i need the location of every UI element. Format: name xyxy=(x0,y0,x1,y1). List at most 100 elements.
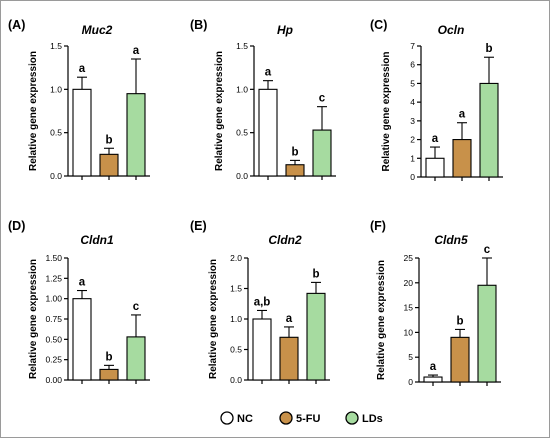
y-tick-label: 0.50 xyxy=(45,334,62,344)
significance-letter: a xyxy=(432,133,439,145)
y-tick-label: 1.50 xyxy=(45,253,62,263)
bar-nc xyxy=(258,88,278,177)
y-tick-label: 0.5 xyxy=(230,345,242,355)
significance-letter: b xyxy=(312,268,319,280)
significance-letter: a xyxy=(430,361,437,373)
legend-label: 5-FU xyxy=(296,413,321,425)
bar-lds xyxy=(306,292,326,381)
chart-panel-2: (B) Hp Relative gene expression 0.0 0.5 1.0 1.… xyxy=(190,18,336,181)
y-tick-label: 0.25 xyxy=(45,355,62,365)
chart-panel-3: (C) Ocln Relative gene expression 0 1 2 3 4 5 6 7 a… xyxy=(370,18,503,182)
legend-swatch xyxy=(220,411,234,425)
panel-title: Hp xyxy=(277,23,293,37)
y-tick-label: 1.0 xyxy=(50,84,62,94)
y-tick-label: 0.75 xyxy=(45,314,62,324)
y-tick-label: 5 xyxy=(408,352,413,362)
y-tick-label: 0.0 xyxy=(230,375,242,385)
significance-letter: a xyxy=(79,277,86,289)
significance-letter: b xyxy=(291,146,298,158)
panel-title: Cldn1 xyxy=(80,233,114,247)
bar-nc xyxy=(72,298,92,381)
y-tick-label: 15 xyxy=(404,303,414,313)
panels-group: (A) Muc2 Relative gene expression 0.0 0.5 1.0… xyxy=(8,18,503,387)
legend: NC 5-FU LDs xyxy=(220,411,383,425)
significance-letter: b xyxy=(105,351,112,363)
y-tick-label: 1.0 xyxy=(230,314,242,324)
bar-5fu xyxy=(99,153,119,177)
y-tick-label: 1.5 xyxy=(50,41,62,51)
significance-letter: a,b xyxy=(254,296,271,308)
y-tick-label: 1.5 xyxy=(236,41,248,51)
y-tick-label: 0.0 xyxy=(236,171,248,181)
y-axis-label: Relative gene expression xyxy=(376,260,387,380)
legend-swatch xyxy=(279,411,293,425)
legend-label: LDs xyxy=(362,413,383,425)
legend-swatch xyxy=(345,411,359,425)
bar-nc xyxy=(72,88,92,177)
significance-letter: a xyxy=(79,63,86,75)
y-tick-label: 5 xyxy=(410,78,415,88)
y-tick-label: 1 xyxy=(410,153,415,163)
panel-title: Muc2 xyxy=(82,23,113,37)
bar-5fu xyxy=(285,164,305,177)
y-tick-label: 2.0 xyxy=(230,253,242,263)
bar-lds xyxy=(479,82,499,178)
bar-5fu xyxy=(99,368,119,381)
panel-title: Ocln xyxy=(438,23,465,37)
y-tick-label: 1.25 xyxy=(45,273,62,283)
significance-letter: b xyxy=(105,134,112,146)
bar-5fu xyxy=(452,139,472,178)
y-tick-label: 1.5 xyxy=(230,284,242,294)
y-tick-label: 3 xyxy=(410,116,415,126)
chart-panel-5: (E) Cldn2 Relative gene expression 0.0 0.5 1.… xyxy=(190,219,330,385)
legend-label: NC xyxy=(237,413,253,425)
significance-letter: c xyxy=(319,93,326,105)
panel-letter: (B) xyxy=(190,18,207,32)
chart-panel-6: (F) Cldn5 Relative gene expression 0 5 10 15 20… xyxy=(370,219,501,387)
y-axis-label: Relative gene expression xyxy=(28,51,39,171)
panel-letter: (D) xyxy=(8,219,25,233)
panel-title: Cldn5 xyxy=(434,233,468,247)
bar-lds xyxy=(126,336,146,381)
bar-lds xyxy=(126,93,146,177)
y-tick-label: 0.00 xyxy=(45,375,62,385)
y-tick-label: 1.0 xyxy=(236,84,248,94)
panel-letter: (E) xyxy=(190,219,207,233)
bar-nc xyxy=(425,157,445,178)
y-tick-label: 0 xyxy=(408,377,413,387)
significance-letter: c xyxy=(484,244,491,256)
y-axis-label: Relative gene expression xyxy=(28,259,39,379)
significance-letter: b xyxy=(485,43,492,55)
y-axis-label: Relative gene expression xyxy=(381,51,392,171)
y-tick-label: 10 xyxy=(404,327,414,337)
panel-title: Cldn2 xyxy=(268,233,302,247)
y-tick-label: 6 xyxy=(410,60,415,70)
bar-nc xyxy=(423,376,443,383)
significance-letter: a xyxy=(286,313,293,325)
bar-lds xyxy=(312,129,332,177)
significance-letter: a xyxy=(265,67,272,79)
significance-letter: c xyxy=(133,301,140,313)
bar-lds xyxy=(477,284,497,383)
significance-letter: a xyxy=(459,109,466,121)
chart-panel-1: (A) Muc2 Relative gene expression 0.0 0.5 1.0… xyxy=(8,18,150,181)
legend-item-5fu: 5-FU xyxy=(279,411,321,425)
bar-nc xyxy=(252,318,272,381)
y-tick-label: 4 xyxy=(410,97,415,107)
significance-letter: b xyxy=(456,315,463,327)
legend-item-lds: LDs xyxy=(345,411,383,425)
y-tick-label: 2 xyxy=(410,135,415,145)
y-tick-label: 0.5 xyxy=(236,128,248,138)
y-tick-label: 25 xyxy=(404,253,414,263)
bar-5fu xyxy=(279,336,299,381)
panel-letter: (C) xyxy=(370,18,387,32)
y-tick-label: 0.0 xyxy=(50,171,62,181)
bar-5fu xyxy=(450,336,470,383)
y-tick-label: 1.00 xyxy=(45,294,62,304)
y-tick-label: 20 xyxy=(404,278,414,288)
legend-item-nc: NC xyxy=(220,411,253,425)
panel-letter: (F) xyxy=(370,219,386,233)
y-tick-label: 0.5 xyxy=(50,128,62,138)
y-axis-label: Relative gene expression xyxy=(208,259,219,379)
